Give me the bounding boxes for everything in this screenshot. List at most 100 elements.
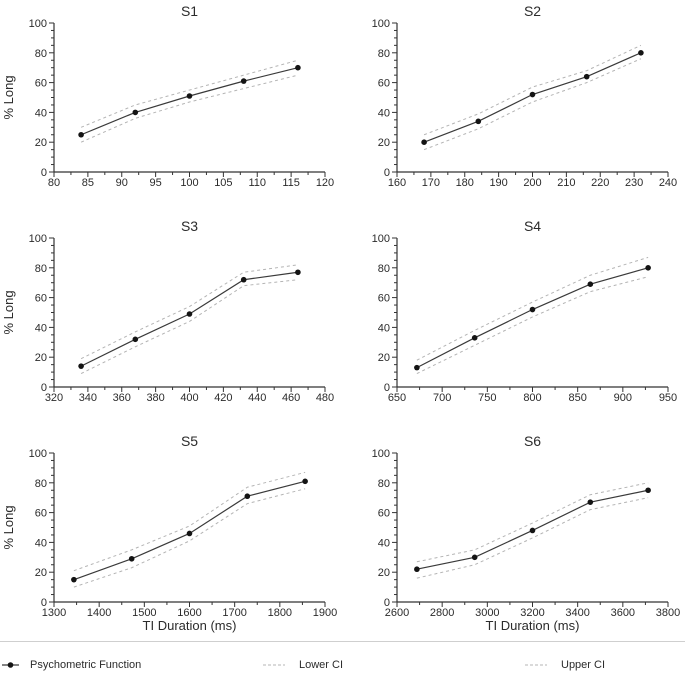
x-tick-label: 1300 [42, 607, 66, 619]
psychometric-line [80, 271, 298, 367]
subplot-title: S6 [524, 433, 541, 449]
x-tick-label: 110 [248, 177, 266, 189]
x-axis-label: TI Duration (ms) [486, 618, 580, 633]
subplot-title: S2 [524, 3, 541, 19]
data-point [421, 139, 427, 145]
subplot-s3: 0 20 40 60 80 100 320 340 360 380 400 420 440 460 480 S… [1, 218, 334, 404]
psychometric-line [80, 67, 299, 136]
x-tick-label: 160 [388, 177, 406, 189]
x-tick-label: 1400 [87, 607, 111, 619]
y-tick-label: 0 [384, 167, 390, 179]
subplot-s2: 0 20 40 60 80 100 160 170 180 190 200 210 220 230 240 S… [372, 3, 678, 189]
data-point [645, 487, 651, 494]
x-axis-label: TI Duration (ms) [143, 618, 237, 633]
y-tick-label: 80 [378, 263, 390, 275]
x-tick-label: 320 [45, 392, 63, 404]
x-tick-label: 1700 [222, 607, 246, 619]
line-marker-icon [2, 662, 19, 668]
data-point [128, 555, 135, 562]
x-tick-label: 380 [146, 392, 164, 404]
y-tick-label: 60 [35, 508, 47, 520]
x-tick-label: 85 [82, 177, 94, 189]
legend: Psychometric Function Lower CI Upper CI [0, 659, 685, 679]
data-point [529, 527, 536, 534]
x-tick-label: 850 [568, 392, 586, 404]
dashed-line-icon [263, 664, 285, 666]
y-axis-label: % Long [1, 75, 16, 119]
y-tick-label: 20 [378, 137, 390, 149]
lower-ci-line [416, 497, 649, 579]
x-tick-label: 2600 [385, 607, 409, 619]
data-point [78, 131, 84, 138]
y-tick-label: 40 [378, 322, 390, 334]
y-axis-label: % Long [1, 290, 16, 334]
y-tick-label: 40 [35, 107, 47, 119]
upper-ci-line [416, 256, 649, 361]
y-tick-label: 20 [35, 352, 47, 364]
y-tick-label: 60 [378, 78, 390, 90]
data-point [583, 73, 590, 80]
y-tick-label: 80 [378, 48, 390, 60]
data-point [638, 50, 644, 56]
data-point [414, 364, 420, 371]
lower-ci-line [73, 488, 306, 588]
x-tick-label: 80 [48, 177, 60, 189]
x-tick-label: 420 [214, 392, 232, 404]
x-tick-label: 240 [659, 177, 677, 189]
data-point [587, 499, 594, 505]
legend-item-lower-ci: Lower CI [263, 659, 343, 671]
subplot-title: S4 [524, 218, 541, 234]
subplot-s6: 0 20 40 60 80 100 2600 2800 3000 3200 3400 3600 3800… [372, 433, 681, 633]
y-tick-label: 20 [35, 137, 47, 149]
data-point [529, 306, 536, 313]
psychometric-line [423, 52, 642, 143]
data-point [475, 118, 482, 125]
y-tick-label: 100 [372, 448, 390, 460]
x-tick-label: 210 [557, 177, 575, 189]
data-point [132, 109, 139, 116]
x-tick-label: 440 [248, 392, 266, 404]
x-tick-label: 340 [79, 392, 97, 404]
y-tick-label: 80 [35, 478, 47, 490]
legend-divider [0, 641, 685, 642]
y-tick-label: 100 [29, 18, 47, 30]
x-tick-label: 700 [433, 392, 451, 404]
x-tick-label: 750 [478, 392, 496, 404]
data-point [186, 530, 193, 537]
data-point [529, 91, 536, 98]
data-point [78, 363, 84, 369]
x-tick-label: 90 [116, 177, 128, 189]
y-tick-label: 60 [35, 78, 47, 90]
x-tick-label: 480 [316, 392, 334, 404]
subplot-s1: 0 20 40 60 80 100 80 85 90 95 100 105 110 115 120 S1 % L… [1, 3, 334, 189]
x-tick-label: 220 [591, 177, 609, 189]
lower-ci-line [416, 276, 649, 375]
y-tick-label: 20 [378, 567, 390, 579]
y-tick-label: 20 [378, 352, 390, 364]
y-tick-label: 60 [378, 508, 390, 520]
data-point [240, 276, 247, 283]
legend-label-psychometric-function: Psychometric Function [30, 659, 142, 671]
data-point [132, 336, 139, 343]
y-tick-label: 100 [372, 233, 390, 245]
subplot-title: S1 [181, 3, 198, 19]
y-tick-label: 80 [35, 48, 47, 60]
x-tick-label: 360 [113, 392, 131, 404]
y-tick-label: 100 [372, 18, 390, 30]
x-tick-label: 950 [659, 392, 677, 404]
x-tick-label: 3200 [520, 607, 544, 619]
data-point [414, 566, 420, 573]
y-tick-label: 60 [35, 293, 47, 305]
x-tick-label: 120 [316, 177, 334, 189]
y-tick-label: 0 [41, 167, 47, 179]
x-tick-label: 800 [523, 392, 541, 404]
x-tick-label: 190 [489, 177, 507, 189]
data-point [645, 265, 651, 271]
x-tick-label: 170 [422, 177, 440, 189]
upper-ci-line [80, 264, 298, 360]
x-tick-label: 200 [523, 177, 541, 189]
upper-ci-line [80, 59, 299, 128]
data-point [186, 93, 193, 99]
y-tick-label: 100 [29, 233, 47, 245]
x-tick-label: 2800 [430, 607, 454, 619]
